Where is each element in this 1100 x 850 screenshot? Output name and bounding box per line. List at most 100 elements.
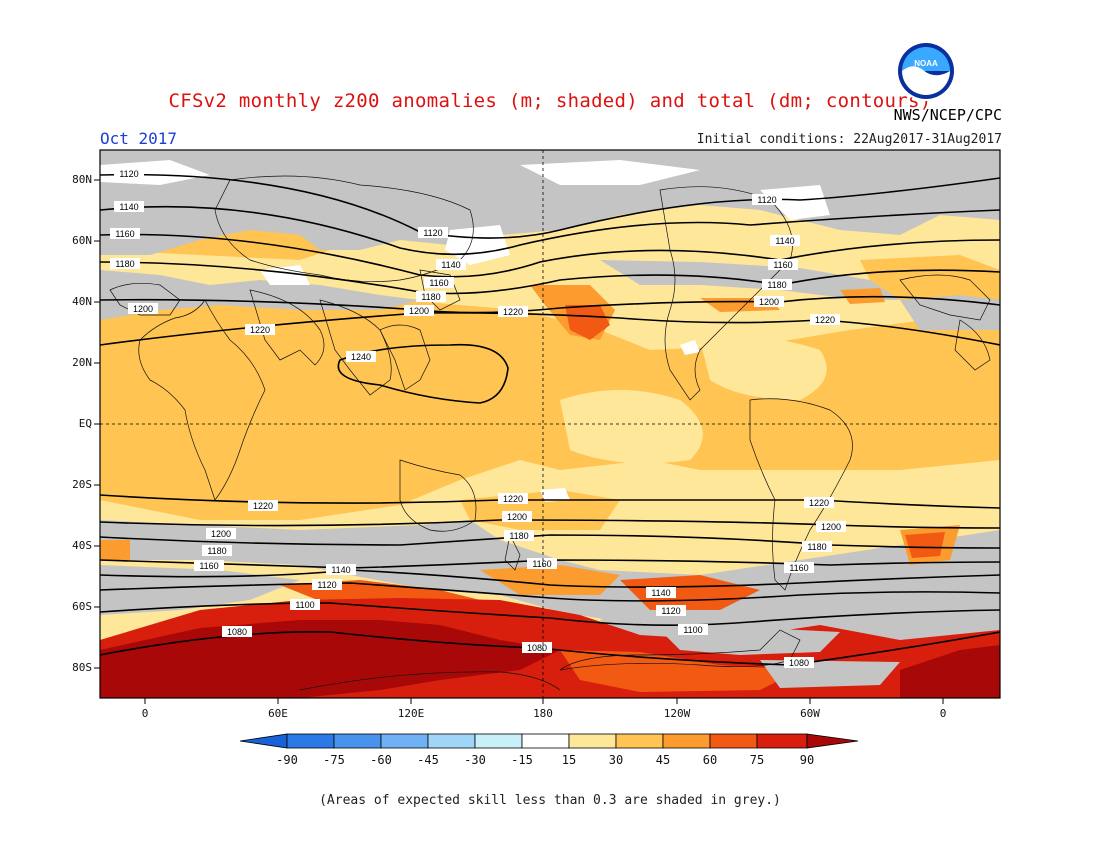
contour-label-1140: 1140: [114, 201, 144, 212]
colorbar-swatch: [662, 733, 711, 749]
lon-label: 0: [141, 707, 149, 720]
contour-label-1160: 1160: [768, 259, 798, 270]
lat-label: 20N: [72, 356, 92, 369]
contour-label-1180: 1180: [802, 541, 832, 552]
svg-text:1200: 1200: [507, 512, 527, 522]
svg-text:1180: 1180: [807, 542, 826, 552]
svg-text:1140: 1140: [651, 588, 670, 598]
contour-label-1100: 1100: [290, 599, 320, 610]
contour-label-1080: 1080: [784, 657, 814, 668]
contour-label-1220: 1220: [804, 497, 834, 508]
svg-text:1080: 1080: [227, 627, 247, 637]
svg-text:1120: 1120: [317, 580, 336, 590]
svg-text:1240: 1240: [351, 352, 371, 362]
svg-text:1120: 1120: [661, 606, 680, 616]
colorbar-swatch: [427, 733, 476, 749]
contour-1120-north: [100, 173, 1000, 239]
contour-label-1200: 1200: [754, 296, 784, 307]
svg-text:1220: 1220: [809, 498, 829, 508]
lon-label: 180: [533, 707, 553, 720]
colorbar-label: 15: [561, 753, 577, 767]
lat-label: 80N: [72, 173, 92, 186]
contour-label-1200: 1200: [404, 305, 434, 316]
contour-label-1140: 1140: [326, 564, 356, 575]
svg-text:1140: 1140: [119, 202, 138, 212]
svg-text:1200: 1200: [759, 297, 779, 307]
svg-text:1140: 1140: [331, 565, 350, 575]
grey-low-skill-north: [100, 150, 1000, 255]
contour-1200-north: [100, 295, 1000, 314]
colorbar-swatch: [756, 733, 808, 749]
contour-label-1180: 1180: [762, 279, 792, 290]
svg-text:1180: 1180: [767, 280, 786, 290]
contour-1160-north: [100, 233, 1000, 278]
valid-month-label: Oct 2017: [100, 129, 178, 148]
svg-text:1220: 1220: [253, 501, 273, 511]
colorbar-swatch-lt-90: [239, 733, 288, 749]
colorbar-label: -75: [323, 753, 345, 767]
svg-text:1160: 1160: [115, 229, 134, 239]
svg-text:1160: 1160: [789, 563, 808, 573]
svg-text:1120: 1120: [119, 169, 138, 179]
svg-text:1180: 1180: [509, 531, 528, 541]
colorbar-label: -45: [417, 753, 439, 767]
contour-label-1160: 1160: [527, 558, 557, 569]
contour-labels: 1120 1140 1160 1180 1200 1220 1240 1120 …: [110, 168, 846, 668]
svg-text:1220: 1220: [503, 494, 523, 504]
svg-text:1080: 1080: [527, 643, 547, 653]
colorbar-label: 75: [749, 753, 765, 767]
lon-label: 120W: [663, 707, 691, 720]
contour-label-1120: 1120: [114, 168, 144, 179]
contour-label-1200: 1200: [816, 521, 846, 532]
svg-text:1180: 1180: [115, 259, 134, 269]
svg-text:1140: 1140: [441, 260, 460, 270]
colorbar-swatch: [615, 733, 664, 749]
svg-text:1180: 1180: [207, 546, 226, 556]
svg-text:1160: 1160: [429, 278, 448, 288]
noaa-logo: NOAA: [896, 41, 956, 101]
contour-label-1220: 1220: [248, 500, 278, 511]
lat-label: 80S: [72, 661, 92, 674]
contour-label-1180: 1180: [416, 291, 446, 302]
lon-label: 60W: [800, 707, 820, 720]
contour-label-1120: 1120: [656, 605, 686, 616]
logo-text: NOAA: [914, 59, 938, 68]
contour-1220-north: [100, 312, 1000, 346]
map-title: CFSv2 monthly z200 anomalies (m; shaded)…: [168, 90, 932, 112]
colorbar-label: -60: [370, 753, 392, 767]
svg-text:1220: 1220: [503, 307, 523, 317]
contour-label-1160: 1160: [110, 228, 140, 239]
logo-seagull: [902, 66, 950, 95]
contour-label-1120: 1120: [312, 579, 342, 590]
axis-ticks: [94, 179, 944, 704]
colorbar-swatch-gt-90: [806, 733, 859, 749]
contour-1100: [100, 602, 1000, 626]
colorbar-label: 45: [655, 753, 671, 767]
svg-text:1180: 1180: [421, 292, 440, 302]
lat-label: 60S: [72, 600, 92, 613]
contour-label-1100: 1100: [678, 624, 708, 635]
colorbar-swatch: [286, 733, 335, 749]
svg-text:1200: 1200: [409, 306, 429, 316]
lat-label: 20S: [72, 478, 92, 491]
colorbar-swatch: [568, 733, 617, 749]
svg-text:1220: 1220: [815, 315, 835, 325]
colorbar-swatch: [380, 733, 429, 749]
svg-text:1200: 1200: [133, 304, 153, 314]
contour-label-1180: 1180: [110, 258, 140, 269]
colorbar-label: -30: [464, 753, 486, 767]
colorbar-swatch: [521, 733, 570, 749]
contour-label-1200: 1200: [502, 511, 532, 522]
contour-label-1080: 1080: [522, 642, 552, 653]
lon-label: 120E: [397, 707, 425, 720]
svg-text:1160: 1160: [199, 561, 218, 571]
contour-1120-south: [100, 582, 1000, 602]
colorbar-swatch: [709, 733, 758, 749]
contour-1140-south: [100, 569, 1000, 588]
contour-label-1220: 1220: [245, 324, 275, 335]
svg-text:1220: 1220: [250, 325, 270, 335]
colorbar-label: -15: [511, 753, 533, 767]
contour-1180-north: [100, 261, 1000, 295]
svg-text:1120: 1120: [757, 195, 776, 205]
contour-label-1160: 1160: [194, 560, 224, 571]
